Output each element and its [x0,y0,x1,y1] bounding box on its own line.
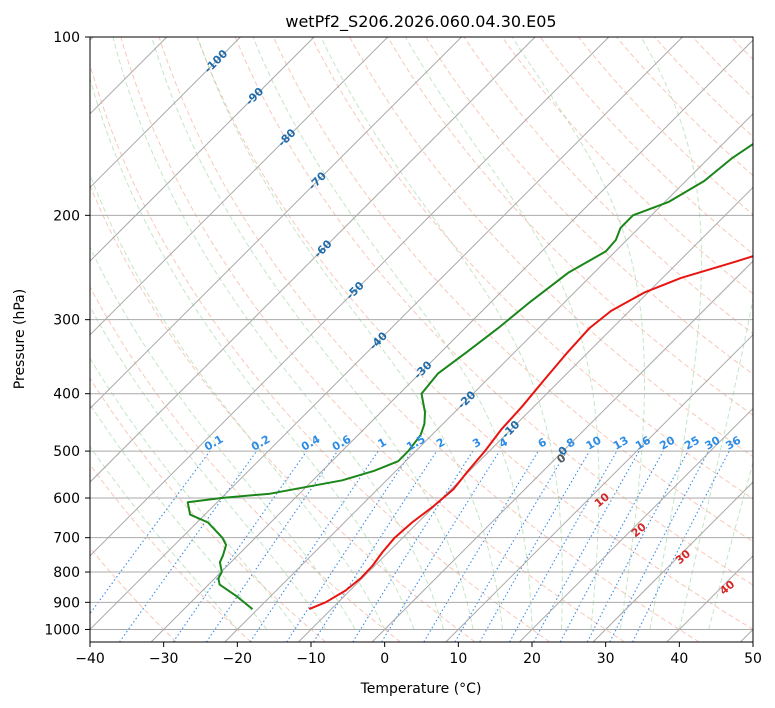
dry-adiabat [196,37,753,630]
moist-adiabat [405,37,600,630]
mixing-ratio-line [352,450,474,642]
dry-adiabat [90,62,551,642]
isotherm-line [371,260,753,642]
moist-adiabat [708,461,753,630]
isotherm-line [90,37,683,631]
mixing-ratio-line [632,450,730,642]
moist-adiabat [197,37,503,630]
moist-adiabat [151,37,474,630]
mixing-ratio-line [205,450,338,642]
dewpoint-line [186,142,753,610]
background-lines [90,37,753,642]
dry-adiabat [272,37,753,543]
mixing-ratio-line [313,450,438,642]
x-tick-label: −30 [149,651,179,667]
mixing-ratio-line [509,450,618,642]
dry-adiabat [120,37,625,642]
x-tick-label: 30 [597,651,615,667]
x-tick-label: 10 [449,651,467,667]
y-tick-label: 400 [53,387,80,403]
y-tick-label: 600 [53,491,80,507]
moist-adiabat [252,37,533,630]
isotherm-line [519,407,753,642]
axes: −40 −30 −20 −10 0 10 20 30 40 50 100 200 300 400 500 60… [44,30,762,667]
dry-adiabat [349,37,753,458]
y-tick-label: 900 [53,595,80,611]
dry-adiabat [234,37,753,586]
mixing-ratio-line [249,450,379,642]
moist-adiabat [90,245,356,630]
dry-adiabat [425,37,753,375]
y-tick-label: 200 [53,208,80,224]
mixing-ratio-line [119,450,258,642]
mixing-ratio-line [172,450,308,642]
x-tick-label: 0 [380,651,389,667]
profile-lines [186,142,753,611]
isotherm-line [150,39,753,642]
dry-adiabat [90,547,177,642]
dry-adiabat [311,37,753,500]
dry-adiabat [90,463,252,642]
isotherm-line [90,37,462,410]
y-tick-label: 300 [53,313,80,329]
x-axis-title: Temperature (°C) [360,681,482,697]
x-tick-label: −40 [75,651,105,667]
moist-adiabat [511,37,645,630]
y-tick-label: 800 [53,565,80,581]
x-tick-label: 50 [744,651,762,667]
mixing-ratio-line [90,450,211,615]
moist-adiabat [90,357,297,630]
y-tick-label: 100 [53,30,80,46]
y-axis-title: Pressure (hPa) [12,289,28,389]
isotherm-line [90,37,315,262]
mixing-ratio-line [286,450,413,642]
isotherm-line [90,37,610,557]
mixing-ratio-line [559,450,664,642]
moist-adiabat [90,173,386,630]
isotherm-line [592,481,753,642]
isotherm-line [90,37,536,483]
isotherm-line [90,37,389,336]
y-tick-label: 700 [53,531,80,547]
moist-adiabat [678,295,753,630]
dry-adiabat [90,184,476,642]
x-tick-label: 40 [670,651,688,667]
plot-frame [89,36,754,643]
dry-adiabat [158,37,700,642]
chart-title: wetPf2_S206.2026.060.04.30.E05 [285,12,556,32]
temperature-line [308,255,753,611]
dry-adiabat [501,37,753,295]
y-tick-label: 500 [53,444,80,460]
isotherm-line [445,334,753,642]
y-tick-label: 1000 [44,622,80,638]
moist-adiabat [90,305,327,630]
dry-adiabat [90,377,327,642]
mixing-ratio-line [533,450,640,642]
mixing-ratio-line [381,450,500,642]
moist-adiabat [112,37,445,630]
x-tick-label: 20 [523,651,541,667]
dry-adiabat [387,37,753,416]
x-tick-label: −20 [223,651,253,667]
isotherm-line [298,186,753,642]
isotherm-line [224,113,753,642]
moist-adiabat [90,76,415,630]
x-tick-label: −10 [296,651,326,667]
isotherm-line [90,37,241,189]
